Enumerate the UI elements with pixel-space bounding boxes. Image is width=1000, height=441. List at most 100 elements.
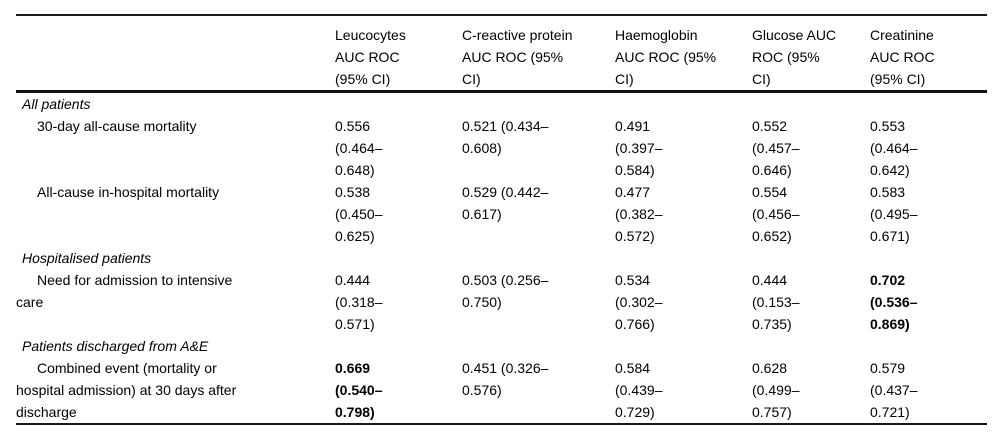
value-cell: 0.584 (0.439– 0.729) <box>615 357 752 423</box>
value-cell-line: 0.735) <box>752 316 792 332</box>
section-header: Hospitalised patients <box>16 247 335 269</box>
value-cell: 0.538 (0.450– 0.625) <box>335 181 462 247</box>
value-cell: 0.556 (0.464– 0.648) <box>335 115 462 181</box>
value-cell-line: (0.153– <box>752 294 800 310</box>
section-row: All patients <box>16 93 987 115</box>
value-cell-line: (0.439– <box>615 382 663 398</box>
value-cell: 0.534 (0.302– 0.766) <box>615 269 752 335</box>
value-cell-line: (0.437– <box>870 382 918 398</box>
value-cell-line: (0.457– <box>752 140 800 156</box>
column-header-line: Leucocytes <box>335 27 406 43</box>
value-cell-line: (0.495– <box>870 206 918 222</box>
value-cell: 0.583 (0.495– 0.671) <box>870 181 987 247</box>
value-cell-line: 0.521 (0.434– <box>462 118 549 134</box>
row-label: Combined event (mortality or hospital adm… <box>16 357 335 423</box>
column-header-line: CI) <box>752 71 771 87</box>
value-cell-line: (0.302– <box>615 294 663 310</box>
row-label-line: hospital admission) at 30 days after <box>16 382 237 398</box>
row-label-line: Combined event (mortality or <box>37 360 217 376</box>
section-header-line: Patients discharged from A&E <box>22 338 209 354</box>
value-cell-line: 0.625) <box>335 228 375 244</box>
value-cell: 0.451 (0.326– 0.576) <box>462 357 615 401</box>
value-cell-line: 0.729) <box>615 404 655 420</box>
value-cell-line: 0.669 <box>335 360 371 376</box>
section-row: Hospitalised patients <box>16 247 987 269</box>
table-top-rule <box>16 14 987 16</box>
value-cell-line: (0.397– <box>615 140 663 156</box>
value-cell-line: 0.579 <box>870 360 906 376</box>
value-cell: 0.628 (0.499– 0.757) <box>752 357 870 423</box>
column-header-line: AUC ROC <box>870 49 935 65</box>
header-separator-rule <box>16 90 987 93</box>
column-header-line: Haemoglobin <box>615 27 698 43</box>
value-cell-line: 0.451 (0.326– <box>462 360 549 376</box>
column-header-line: Creatinine <box>870 27 934 43</box>
value-cell-line: 0.576) <box>462 382 502 398</box>
value-cell-line: 0.553 <box>870 118 906 134</box>
value-cell: 0.579 (0.437– 0.721) <box>870 357 987 423</box>
value-cell-line: 0.503 (0.256– <box>462 272 549 288</box>
column-header-line: C-reactive protein <box>462 27 573 43</box>
value-cell-line: 0.477 <box>615 184 651 200</box>
row-label-line: discharge <box>16 404 77 420</box>
header-row: Leucocytes AUC ROC (95% CI) C-reactive prot… <box>16 16 987 90</box>
auc-roc-table: Leucocytes AUC ROC (95% CI) C-reactive prot… <box>16 14 987 425</box>
value-cell-line: (0.536– <box>870 294 918 310</box>
value-cell-line: 0.766) <box>615 316 655 332</box>
column-header-line: AUC ROC (95% <box>462 49 564 65</box>
value-cell-line: (0.450– <box>335 206 383 222</box>
column-header: Creatinine AUC ROC (95% CI) <box>870 24 987 90</box>
table-row: Need for admission to intensive care 0.444… <box>16 269 987 335</box>
value-cell-line: 0.554 <box>752 184 788 200</box>
value-cell: 0.477 (0.382– 0.572) <box>615 181 752 247</box>
value-cell-line: 0.552 <box>752 118 788 134</box>
value-cell-line: 0.583 <box>870 184 906 200</box>
value-cell-line: 0.642) <box>870 162 910 178</box>
column-header: Glucose AUC ROC (95% CI) <box>752 24 870 90</box>
value-cell-line: 0.617) <box>462 206 502 222</box>
value-cell: 0.521 (0.434– 0.608) <box>462 115 615 159</box>
value-cell-line: (0.540– <box>335 382 383 398</box>
column-header-line: CI) <box>462 71 481 87</box>
row-label: Need for admission to intensive care <box>16 269 335 313</box>
value-cell: 0.503 (0.256– 0.750) <box>462 269 615 313</box>
table-row: Combined event (mortality or hospital adm… <box>16 357 987 423</box>
value-cell: 0.491 (0.397– 0.584) <box>615 115 752 181</box>
row-label-line: care <box>16 294 44 310</box>
value-cell: 0.702 (0.536– 0.869) <box>870 269 987 335</box>
column-header-line: CI) <box>615 71 634 87</box>
column-header-line: AUC ROC <box>335 49 400 65</box>
value-cell-line: 0.869) <box>870 316 910 332</box>
table-header: Leucocytes AUC ROC (95% CI) C-reactive prot… <box>16 16 987 90</box>
table-bottom-rule <box>16 423 987 425</box>
section-header-line: Hospitalised patients <box>22 250 152 266</box>
value-cell-line: (0.464– <box>335 140 383 156</box>
value-cell-line: 0.721) <box>870 404 910 420</box>
value-cell-line: (0.318– <box>335 294 383 310</box>
column-header: C-reactive protein AUC ROC (95% CI) <box>462 24 615 90</box>
value-cell-line: 0.646) <box>752 162 792 178</box>
value-cell-line: 0.444 <box>752 272 788 288</box>
value-cell: 0.444 (0.153– 0.735) <box>752 269 870 335</box>
row-label-line: Need for admission to intensive <box>37 272 233 288</box>
value-cell: 0.552 (0.457– 0.646) <box>752 115 870 181</box>
stub-header-line <box>16 24 325 46</box>
column-header-line: AUC ROC (95% <box>615 49 717 65</box>
value-cell-line: 0.608) <box>462 140 502 156</box>
column-header: Leucocytes AUC ROC (95% CI) <box>335 24 462 90</box>
table-row: All-cause in-hospital mortality 0.538 (0.4… <box>16 181 987 247</box>
column-header: Haemoglobin AUC ROC (95% CI) <box>615 24 752 90</box>
column-header-line: (95% CI) <box>335 71 391 87</box>
value-cell-line: 0.798) <box>335 404 375 420</box>
stub-header <box>16 24 335 46</box>
value-cell-line: 0.444 <box>335 272 371 288</box>
section-row: Patients discharged from A&E <box>16 335 987 357</box>
column-header-line: Glucose AUC <box>752 27 837 43</box>
value-cell-line: 0.538 <box>335 184 371 200</box>
value-cell-line: 0.529 (0.442– <box>462 184 549 200</box>
column-header-line: (95% CI) <box>870 71 926 87</box>
value-cell-line: 0.584) <box>615 162 655 178</box>
value-cell-line: 0.702 <box>870 272 906 288</box>
value-cell: 0.553 (0.464– 0.642) <box>870 115 987 181</box>
value-cell-line: 0.750) <box>462 294 502 310</box>
